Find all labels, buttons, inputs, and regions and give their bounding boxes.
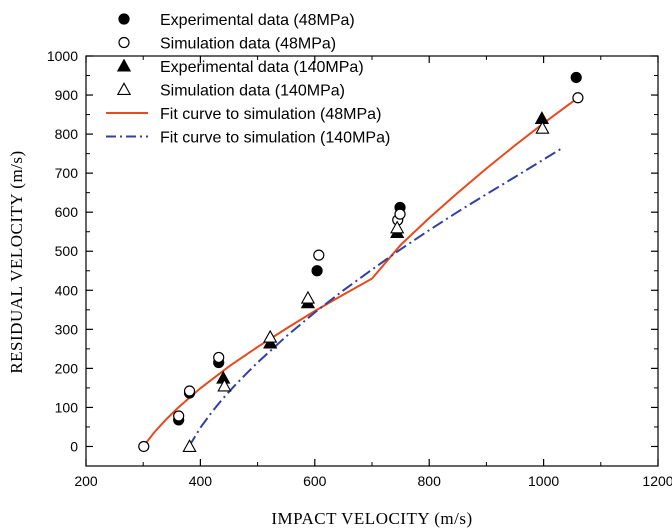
data-point-series-1 — [183, 385, 196, 397]
legend-marker — [116, 58, 132, 72]
axes: 200 400 600 800 1000 1200 0 100 200 300 400 500 600 7… — [47, 48, 672, 489]
y-tick-label: 600 — [55, 204, 79, 220]
y-tick-label: 800 — [55, 126, 79, 142]
y-tick-label: 900 — [55, 87, 79, 103]
y-tick-label: 100 — [55, 399, 79, 415]
data-markers — [138, 71, 584, 453]
legend-label: Experimental data (140MPa) — [160, 59, 364, 76]
legend-marker — [118, 13, 130, 25]
x-tick-label: 400 — [189, 473, 213, 489]
data-point-series-3 — [535, 120, 550, 134]
data-point-series-1 — [313, 249, 325, 261]
fit-curves — [142, 96, 579, 448]
data-point-series-0 — [311, 265, 323, 277]
fit-curve-5 — [188, 148, 562, 448]
y-tick-label: 1000 — [47, 48, 78, 64]
legend-marker — [116, 82, 132, 96]
data-point-series-3 — [300, 290, 316, 304]
y-axis-title: RESIDUAL VELOCITY (m/s) — [7, 150, 26, 373]
legend-marker — [118, 36, 130, 49]
data-point-series-3 — [263, 329, 278, 343]
legend-label: Fit curve to simulation (48MPa) — [160, 106, 381, 123]
x-tick-label: 1000 — [528, 473, 559, 489]
legend-label: Experimental data (48MPa) — [160, 12, 355, 29]
data-point-series-1 — [138, 440, 150, 453]
data-point-series-1 — [394, 208, 406, 220]
y-tick-label: 400 — [55, 282, 79, 298]
legend-label: Fit curve to simulation (140MPa) — [160, 130, 390, 147]
data-point-series-2 — [534, 111, 550, 124]
data-point-series-0 — [570, 71, 582, 84]
data-point-series-1 — [213, 351, 225, 364]
y-tick-label: 200 — [55, 360, 79, 376]
legend-label: Simulation data (140MPa) — [160, 83, 345, 100]
legend: Experimental data (48MPa) Simulation data… — [106, 12, 390, 147]
data-point-series-3 — [217, 378, 232, 392]
x-axis-title: IMPACT VELOCITY (m/s) — [271, 509, 472, 528]
x-tick-label: 800 — [418, 473, 442, 489]
data-point-series-1 — [173, 410, 185, 422]
y-tick-label: 500 — [55, 243, 79, 259]
data-point-series-3 — [390, 220, 405, 234]
legend-label: Simulation data (48MPa) — [160, 36, 336, 53]
x-tick-label: 1200 — [642, 473, 672, 489]
x-tick-label: 600 — [303, 473, 327, 489]
data-point-series-1 — [572, 92, 584, 104]
fit-curve-4 — [142, 96, 579, 448]
y-tick-label: 0 — [70, 438, 78, 454]
y-tick-label: 700 — [55, 165, 79, 181]
data-point-series-3 — [182, 439, 197, 452]
x-tick-label: 200 — [74, 473, 98, 489]
y-tick-label: 300 — [55, 321, 79, 337]
